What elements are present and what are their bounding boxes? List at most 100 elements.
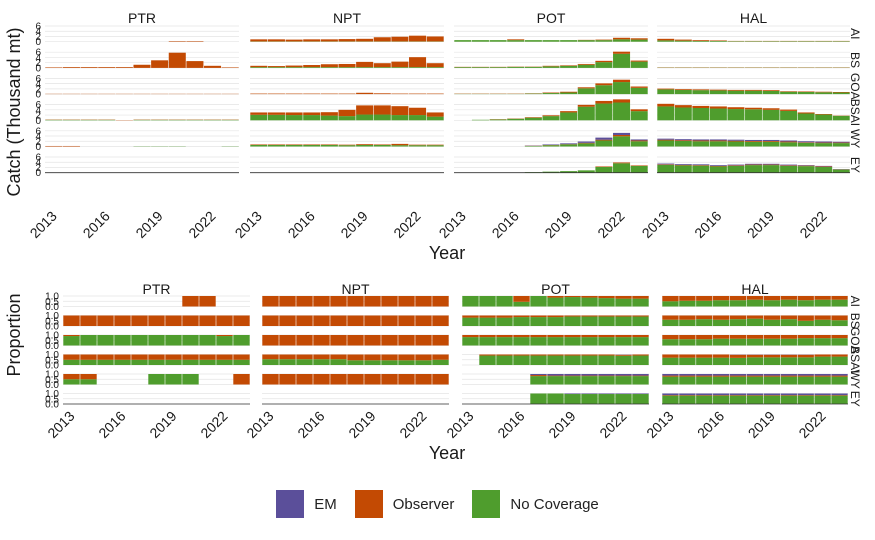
facet-title-ptr: PTR	[128, 10, 156, 26]
bar-wy-hal-em	[713, 374, 730, 376]
bar-bs-hal-no-coverage	[797, 320, 814, 326]
bar-bs-pot-no-coverage	[564, 316, 581, 326]
facet-row-label-goa: GOA	[848, 327, 862, 354]
bar-bs-ptr-observer	[97, 315, 114, 326]
bar-ai-pot-observer	[513, 296, 530, 302]
bar-ai-hal-no-coverage	[780, 41, 798, 42]
bar-goa-pot-no-coverage	[530, 337, 547, 346]
bar-bsai-npt-no-coverage	[398, 360, 415, 365]
bar-bsai-pot-observer	[581, 354, 598, 356]
bar-wy-hal-em	[797, 374, 814, 376]
bar-ai-npt-observer	[391, 36, 409, 42]
bar-ey-pot-em	[581, 393, 598, 395]
bar-ai-pot-no-coverage	[496, 296, 513, 307]
bar-wy-npt-no-coverage	[285, 144, 303, 147]
bar-bs-hal-observer	[746, 315, 764, 319]
bar-bsai-hal-observer	[692, 105, 710, 109]
bar-ey-hal-em	[762, 163, 780, 165]
bar-goa-hal-observer	[814, 335, 831, 339]
bar-goa-pot-observer	[581, 335, 598, 338]
bar-ai-pot-no-coverage	[613, 39, 631, 42]
bar-bs-pot-no-coverage	[507, 66, 525, 68]
bar-ai-hal-observer	[814, 296, 831, 300]
bar-bsai-npt-observer	[398, 354, 415, 361]
bar-ey-hal-observer	[797, 165, 815, 167]
bar-wy-npt-observer	[373, 144, 391, 145]
bar-goa-hal-no-coverage	[815, 92, 833, 95]
bar-bsai-pot-no-coverage	[560, 112, 578, 121]
bar-bs-ptr-observer	[131, 315, 148, 326]
bar-bs-pot-observer	[462, 315, 479, 318]
legend-label-em: EM	[314, 495, 337, 513]
bar-goa-npt-observer	[398, 335, 415, 346]
bar-wy-hal-no-coverage	[662, 376, 679, 385]
x-tick-label: 2019	[132, 208, 165, 241]
bar-wy-hal-no-coverage	[797, 376, 814, 385]
y-tick-label: 0	[35, 116, 41, 127]
bar-wy-npt-observer	[381, 374, 398, 385]
bar-wy-npt-observer	[320, 144, 338, 145]
y-tick-label: 2	[35, 137, 41, 148]
bar-ai-hal-observer	[679, 296, 696, 301]
bar-wy-pot-em	[530, 374, 547, 376]
bar-bsai-pot-observer	[613, 99, 631, 103]
bar-bsai-hal-no-coverage	[713, 357, 730, 365]
bar-goa-pot-observer	[595, 83, 613, 86]
bar-bsai-pot-observer	[530, 354, 547, 356]
bar-bsai-ptr-observer	[63, 354, 80, 360]
x-tick-label: 2016	[80, 208, 113, 241]
y-tick-label: 1.0	[45, 370, 59, 381]
bar-bs-pot-observer	[530, 315, 547, 318]
bar-goa-ptr-no-coverage	[216, 336, 233, 346]
bar-ey-hal-em	[797, 393, 814, 396]
bar-goa-hal-no-coverage	[746, 338, 764, 346]
bar-bsai-npt-observer	[262, 354, 279, 360]
bar-bsai-hal-observer	[713, 354, 730, 358]
x-tick-label: 2022	[390, 208, 423, 241]
bar-wy-pot-no-coverage	[613, 136, 631, 147]
bar-ai-ptr-observer	[168, 41, 186, 42]
bar-bsai-pot-observer	[547, 354, 564, 356]
bar-bsai-ptr-no-coverage	[204, 119, 222, 121]
x-tick-label: 2016	[494, 408, 527, 441]
bar-ey-hal-no-coverage	[746, 395, 764, 404]
bar-ey-hal-em	[745, 163, 762, 165]
bar-bsai-npt-no-coverage	[373, 114, 391, 121]
bar-wy-hal-observer	[713, 375, 730, 377]
bar-ai-npt-observer	[426, 36, 444, 42]
bar-ey-hal-no-coverage	[763, 395, 781, 404]
bar-bs-pot-no-coverage	[595, 62, 613, 68]
bar-goa-pot-observer	[479, 335, 496, 338]
bar-bs-pot-observer	[581, 315, 598, 317]
bar-bsai-pot-no-coverage	[581, 355, 598, 365]
bar-bsai-ptr-no-coverage	[98, 119, 116, 121]
bar-bsai-pot-no-coverage	[630, 111, 648, 121]
bar-bsai-hal-no-coverage	[832, 115, 850, 121]
bar-wy-hal-no-coverage	[696, 376, 713, 385]
bar-bs-ptr-observer	[63, 315, 80, 326]
bar-goa-ptr-no-coverage	[131, 335, 148, 346]
bar-ey-hal-em	[729, 393, 747, 396]
bar-goa-npt-observer	[313, 335, 330, 346]
bar-ey-pot-no-coverage	[560, 171, 578, 173]
bar-bsai-pot-observer	[630, 109, 648, 112]
x-tick-label: 2016	[694, 408, 727, 441]
bar-ey-hal-no-coverage	[762, 165, 780, 173]
bar-goa-pot-no-coverage	[615, 337, 632, 346]
y-tick-label: 0	[35, 168, 41, 179]
bar-bsai-pot-no-coverage	[615, 355, 632, 365]
facet-row-label-ey: EY	[848, 157, 862, 173]
bar-goa-npt-observer	[364, 335, 381, 346]
bar-bsai-hal-no-coverage	[745, 109, 762, 121]
y-tick-label: 0.0	[45, 341, 59, 352]
bar-goa-pot-no-coverage	[630, 87, 648, 95]
bar-bsai-hal-observer	[797, 354, 814, 358]
bar-ey-hal-em	[780, 164, 798, 166]
bar-bsai-pot-observer	[542, 115, 560, 117]
bar-goa-hal-no-coverage	[832, 92, 850, 95]
bar-wy-hal-observer	[662, 375, 679, 377]
bar-goa-npt-observer	[409, 93, 427, 95]
bar-ai-hal-observer	[657, 38, 675, 41]
bar-goa-npt-observer	[250, 93, 268, 95]
bar-bsai-pot-no-coverage	[598, 355, 615, 365]
